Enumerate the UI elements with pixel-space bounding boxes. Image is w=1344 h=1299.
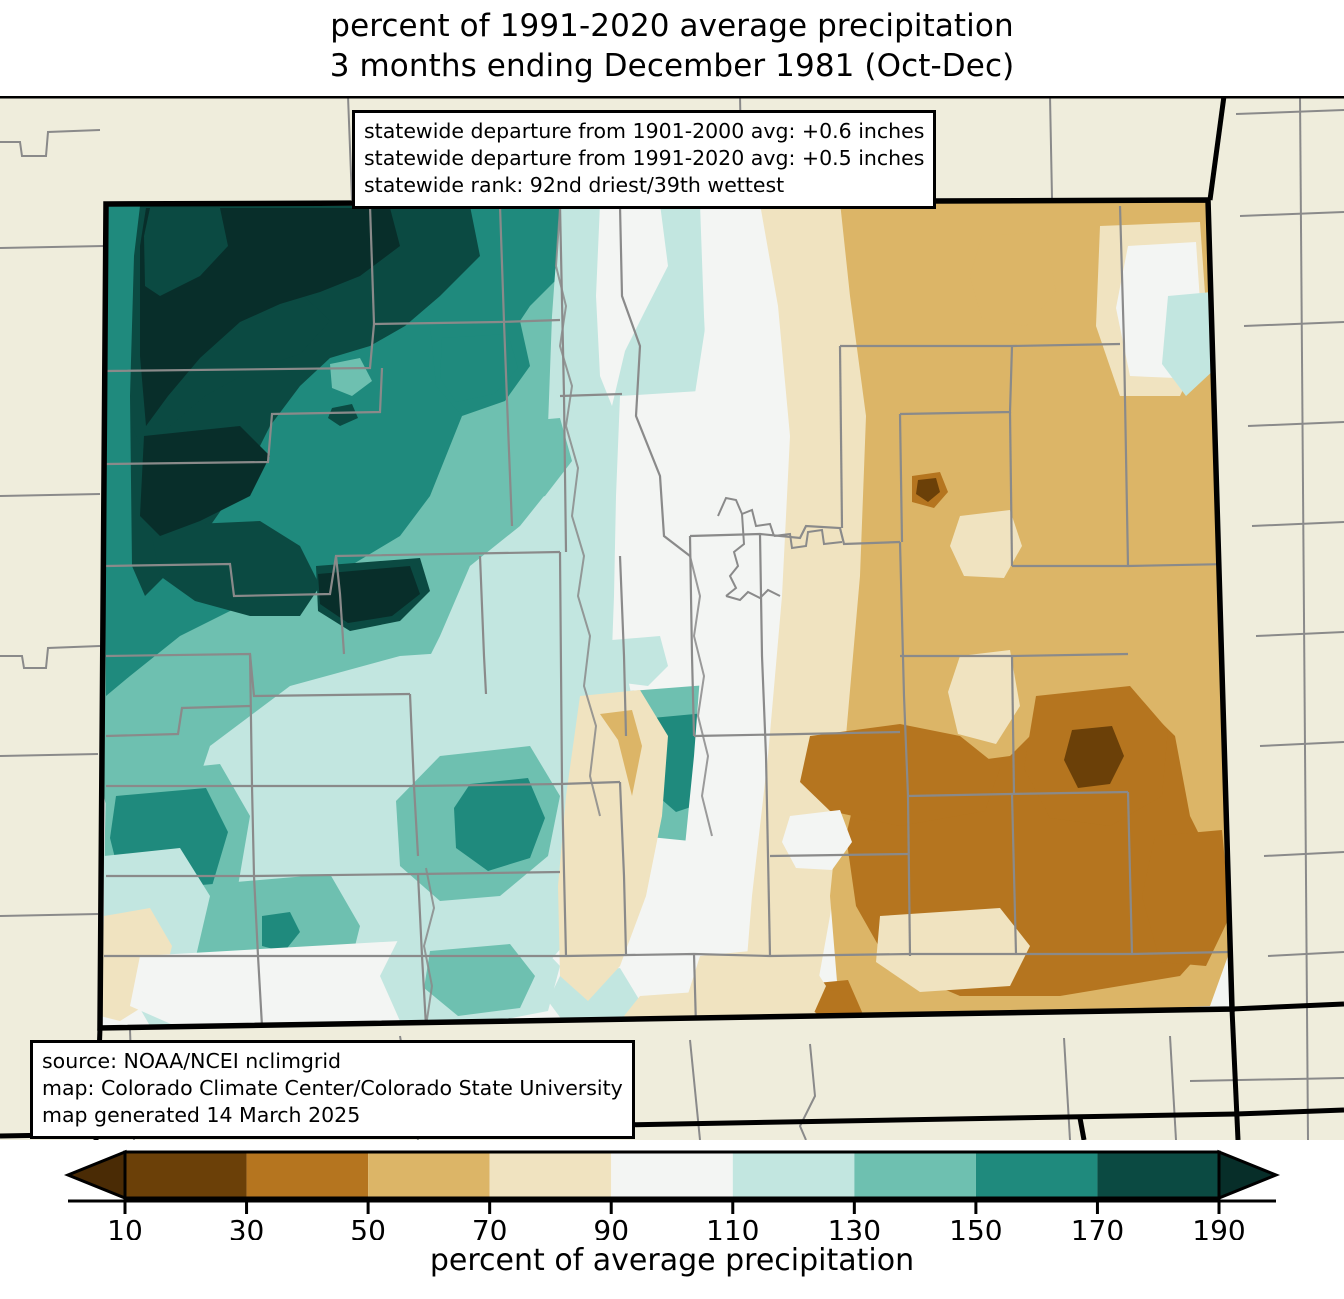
colorbar-band (125, 1152, 247, 1198)
stat-statewide-rank: statewide rank: 92nd driest/39th wettest (364, 173, 785, 197)
source-line: source: NOAA/NCEI nclimgrid (42, 1049, 342, 1073)
title-line-2: 3 months ending December 1981 (Oct-Dec) (329, 48, 1015, 84)
statewide-stats-box: statewide departure from 1901-2000 avg: … (352, 110, 937, 209)
contour-fill-layer (100, 200, 1232, 1028)
colorbar-svg: 10 30 50 70 90 110 130 150 170 190 (63, 1149, 1281, 1240)
colorbar: 10 30 50 70 90 110 130 150 170 190 (0, 1140, 1344, 1299)
colorbar-tick-labels: 10 30 50 70 90 110 130 150 170 190 (107, 1214, 1246, 1240)
page-title: percent of 1991-2020 average precipitati… (0, 6, 1344, 86)
denver-metro-boundaries (717, 496, 843, 602)
colorbar-tick-label: 10 (107, 1214, 143, 1240)
map-canvas (0, 96, 1344, 1140)
colorbar-tick-label: 90 (593, 1214, 629, 1240)
colorbar-tick-label: 170 (1071, 1214, 1124, 1240)
map-credit-line: map: Colorado Climate Center/Colorado St… (42, 1076, 623, 1100)
title-line-1: percent of 1991-2020 average precipitati… (330, 8, 1014, 44)
colorbar-tick-label: 150 (949, 1214, 1002, 1240)
colorbar-band (489, 1152, 612, 1198)
colorbar-bands (63, 1149, 1281, 1201)
stat-departure-1901-2000: statewide departure from 1901-2000 avg: … (364, 119, 925, 143)
colorbar-band (611, 1152, 733, 1198)
colorbar-band (246, 1152, 369, 1198)
colorado-county-lines (104, 205, 1232, 1027)
map-generated-line: map generated 14 March 2025 (42, 1103, 361, 1127)
colorbar-tick-label: 30 (229, 1214, 265, 1240)
colorbar-band (1097, 1152, 1219, 1198)
colorbar-tick-label: 70 (472, 1214, 508, 1240)
colorbar-tick-label: 190 (1192, 1214, 1245, 1240)
colorbar-band (975, 1152, 1098, 1198)
colorbar-outline (123, 1150, 1221, 1200)
river-lines (422, 207, 713, 1027)
stat-departure-1991-2020: statewide departure from 1991-2020 avg: … (364, 146, 925, 170)
colorbar-band (368, 1152, 490, 1198)
colorbar-under-arrow (63, 1149, 127, 1201)
colorbar-axis-title: percent of average precipitation (429, 1243, 915, 1278)
colorbar-tick-label: 110 (706, 1214, 759, 1240)
colorbar-band (854, 1152, 976, 1198)
colorbar-tick-label: 50 (350, 1214, 386, 1240)
colorbar-over-arrow (1217, 1149, 1281, 1201)
colorbar-band (732, 1152, 855, 1198)
source-credit-box: source: NOAA/NCEI nclimgrid map: Colorad… (30, 1040, 635, 1139)
precipitation-map (0, 96, 1344, 1140)
colorbar-tick-label: 130 (828, 1214, 881, 1240)
